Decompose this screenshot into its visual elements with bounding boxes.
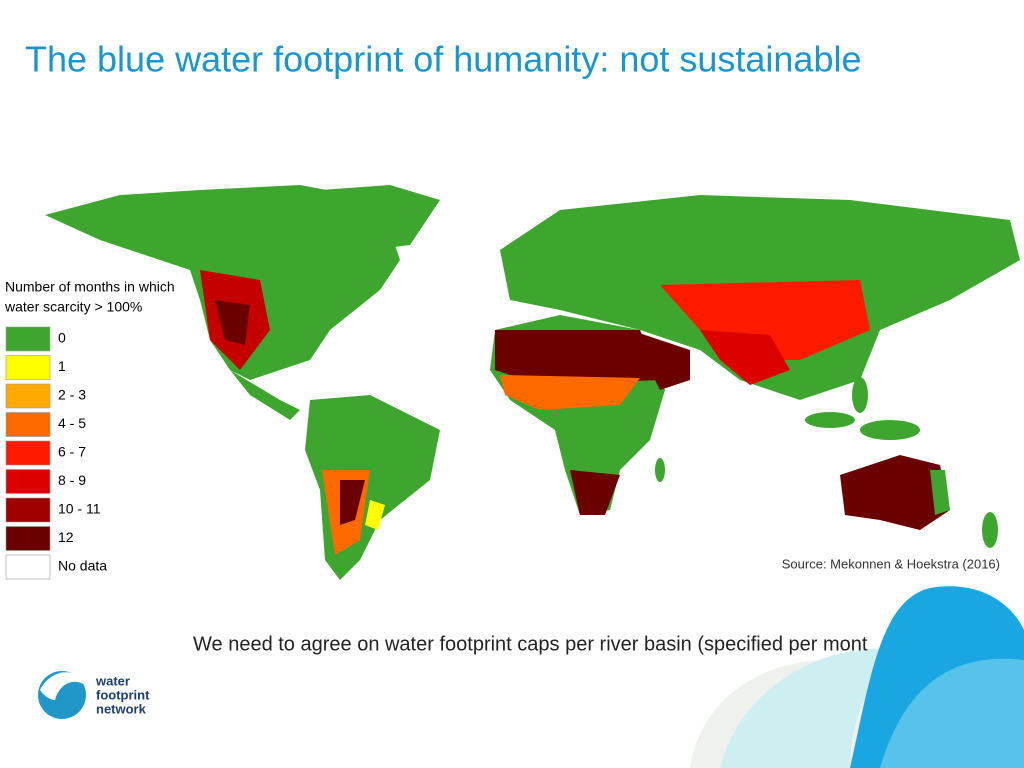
decor-shape — [720, 648, 900, 768]
legend-swatch — [5, 526, 51, 551]
legend-swatch — [5, 355, 51, 380]
legend-label: 10 - 11 — [58, 501, 101, 517]
legend-label: 8 - 9 — [58, 472, 86, 488]
legend-swatch — [5, 440, 51, 466]
source-note: Source: Mekonnen & Hoekstra (2016) — [782, 556, 1000, 571]
legend-swatch — [5, 326, 51, 352]
legend-title: Number of months in which — [5, 279, 175, 295]
legend-label: 12 — [58, 529, 74, 545]
caption: We need to agree on water footprint caps… — [193, 633, 868, 655]
world-map — [45, 185, 1020, 580]
logo: water footprint network — [38, 671, 150, 719]
logo-text: water — [95, 673, 130, 688]
legend-label: 1 — [58, 358, 66, 374]
legend-swatch — [5, 497, 51, 523]
legend: Number of months in which water scarcity… — [4, 279, 175, 580]
legend-swatch — [5, 383, 51, 409]
legend-label: 2 - 3 — [58, 387, 86, 403]
slide-title: The blue water footprint of humanity: no… — [25, 39, 862, 80]
legend-swatch — [5, 554, 51, 580]
legend-label: 6 - 7 — [58, 444, 86, 460]
legend-swatch — [5, 412, 51, 437]
logo-text: network — [96, 701, 147, 716]
decor-swoosh — [880, 658, 1024, 768]
legend-swatch — [5, 469, 51, 494]
legend-label: 0 — [58, 330, 66, 346]
legend-title: water scarcity > 100% — [4, 299, 142, 315]
legend-label: 4 - 5 — [58, 415, 86, 431]
legend-label: No data — [58, 558, 107, 574]
logo-text: footprint — [96, 687, 150, 702]
